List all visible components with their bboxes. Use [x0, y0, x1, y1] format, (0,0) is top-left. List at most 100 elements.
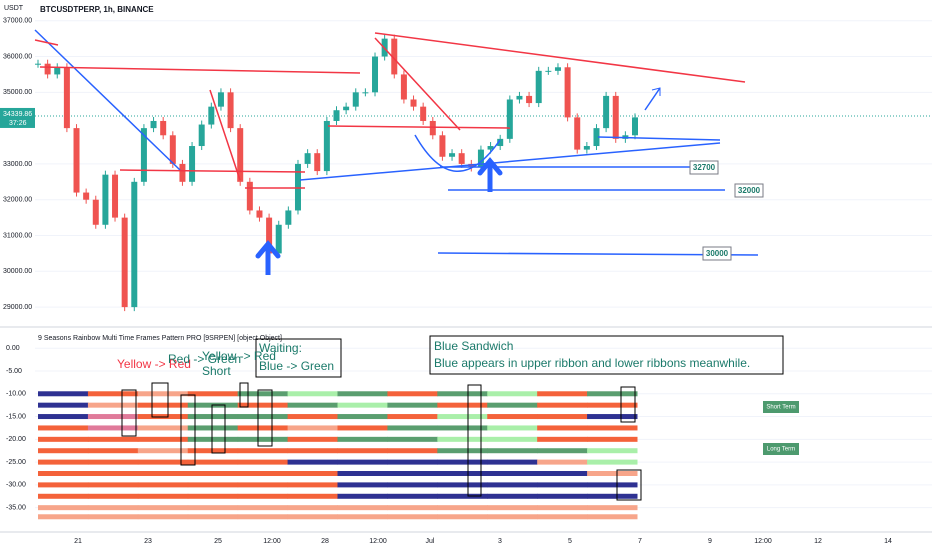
candle: [304, 153, 311, 164]
candle: [477, 149, 484, 168]
annotation-text: Yellow -> Red: [117, 357, 191, 371]
ribbon-segment: [537, 391, 588, 397]
candle: [189, 146, 196, 182]
ribbon-segment: [487, 471, 538, 476]
ribbon-segment: [137, 471, 189, 476]
annotation-text: Blue Sandwich: [434, 339, 513, 353]
ribbon-segment: [487, 505, 538, 511]
ribbon-segment: [487, 459, 538, 465]
annotation-box: [616, 469, 642, 501]
y-tick-label: -10.00: [6, 391, 26, 398]
x-tick-label: 12:00: [263, 538, 281, 545]
candle: [545, 70, 552, 72]
ribbon-segment: [437, 448, 488, 454]
candle: [294, 163, 301, 211]
candle: [275, 224, 282, 254]
ribbon-segment: [487, 493, 538, 499]
candle: [497, 138, 504, 147]
ribbon-segment: [87, 402, 139, 408]
ribbon-segment: [387, 391, 438, 397]
annotation-text: Blue appears in upper ribbon and lower r…: [434, 356, 750, 370]
ribbon-segment: [38, 471, 89, 476]
trend-line: [209, 89, 241, 181]
ribbon-segment: [137, 425, 189, 431]
ribbon-segment: [337, 493, 388, 499]
annotation-box: [151, 382, 169, 418]
trend-line: [644, 87, 661, 111]
y-tick-label: -5.00: [6, 368, 22, 375]
ribbon-segment: [87, 493, 139, 499]
trend-line: [374, 32, 746, 83]
ribbon-segment: [38, 402, 89, 408]
ribbon-segment: [187, 425, 239, 431]
candle: [121, 217, 128, 308]
candle: [400, 74, 407, 100]
ribbon-segment: [187, 493, 239, 499]
ribbon-segment: [437, 505, 488, 511]
level-label: 32700: [693, 163, 716, 172]
level-label-box: [702, 246, 732, 261]
ribbon-segment: [38, 493, 89, 499]
tag-text: Long Term: [767, 447, 795, 453]
ribbon-segment: [587, 436, 638, 442]
candle: [372, 56, 379, 93]
x-tick-label: 12: [814, 538, 822, 545]
ribbon-segment: [87, 514, 139, 520]
x-tick-label: 14: [884, 538, 892, 545]
ribbon-segment: [287, 514, 338, 520]
annotation-box: [180, 394, 196, 466]
ribbon-segment: [337, 482, 388, 488]
ribbon-segment: [387, 493, 438, 499]
level-label: 30000: [706, 249, 729, 258]
x-tick-label: 28: [321, 538, 329, 545]
x-tick-label: 7: [638, 538, 642, 545]
ribbon-segment: [337, 414, 388, 420]
ribbon-segment: [337, 436, 388, 442]
candle: [420, 106, 427, 121]
candle: [54, 67, 61, 75]
ribbon-segment: [38, 391, 89, 397]
ribbon-segment: [187, 471, 239, 476]
candle: [487, 146, 494, 150]
x-tick-label: 3: [498, 538, 502, 545]
trend-line: [34, 39, 59, 46]
ribbon-segment: [187, 436, 239, 442]
candle: [266, 217, 273, 254]
candle: [217, 92, 224, 107]
ribbon-segment: [237, 514, 289, 520]
ribbon-segment: [287, 493, 338, 499]
x-tick-label: 23: [144, 538, 152, 545]
trend-line: [34, 29, 181, 171]
x-tick-label: 12:00: [369, 538, 387, 545]
candle: [449, 153, 456, 157]
candle: [237, 128, 244, 182]
x-tick-label: 5: [568, 538, 572, 545]
ribbon-segment: [187, 459, 239, 465]
ribbon-segment: [237, 459, 289, 465]
y-tick-label: -15.00: [6, 413, 26, 420]
candle: [160, 120, 167, 136]
ribbon-segment: [38, 414, 89, 420]
unit-label: USDT: [4, 5, 24, 12]
ribbon-segment: [587, 493, 638, 499]
candle: [429, 120, 436, 136]
ribbon-segment: [137, 505, 189, 511]
candle: [140, 128, 147, 182]
ribbon-segment: [237, 391, 289, 397]
ribbon-segment: [87, 448, 139, 454]
candle: [391, 38, 398, 75]
ribbon-segment: [387, 425, 438, 431]
ribbon-segment: [487, 414, 538, 420]
ribbon-segment: [287, 414, 338, 420]
ribbon-segment: [587, 402, 638, 408]
ribbon-segment: [237, 425, 289, 431]
ribbon-segment: [137, 436, 189, 442]
y-tick-label: 35000.00: [3, 89, 32, 96]
candle: [352, 92, 359, 107]
ribbon-segment: [537, 493, 588, 499]
annotation-text: Yellow -> Red: [202, 349, 276, 363]
arc-drawing: [414, 134, 501, 172]
candle: [63, 67, 70, 129]
y-tick-label: -30.00: [6, 482, 26, 489]
ribbon-segment: [487, 448, 538, 454]
